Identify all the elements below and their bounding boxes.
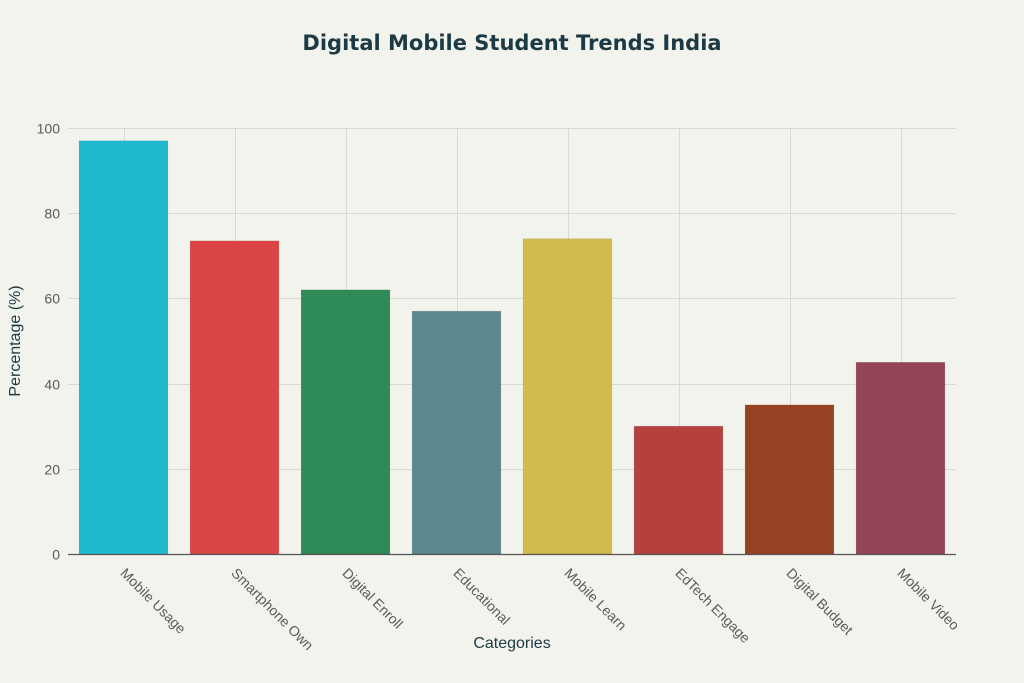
- x-tick-label: Educational: [450, 565, 513, 628]
- y-tick-label: 60: [44, 291, 60, 307]
- y-tick-label: 80: [44, 206, 60, 222]
- x-tick-label: EdTech Engage: [672, 565, 753, 646]
- x-tick-label: Mobile Video: [894, 565, 963, 634]
- bar-digital-enroll: [300, 289, 391, 555]
- x-tick-label: Smartphone Own: [228, 565, 316, 653]
- x-tick-label: Digital Budget: [783, 565, 856, 638]
- x-tick-label: Mobile Usage: [117, 565, 189, 637]
- bar-series: [78, 140, 946, 555]
- y-axis-title: Percentage (%): [7, 285, 24, 396]
- bar-mobile-usage: [78, 140, 169, 555]
- bar-smartphone-own: [189, 240, 280, 555]
- y-axis-ticks: 0 20 40 60 80 100: [37, 121, 61, 563]
- bar-mobile-learn: [522, 238, 613, 555]
- y-tick-label: 0: [52, 547, 60, 563]
- y-tick-label: 20: [44, 462, 60, 478]
- x-tick-label: Digital Enroll: [339, 565, 406, 632]
- x-axis-title: Categories: [473, 635, 550, 652]
- bar-digital-budget: [744, 404, 835, 555]
- y-tick-label: 100: [37, 121, 61, 137]
- bar-mobile-video: [855, 361, 946, 555]
- bar-educational: [411, 310, 502, 555]
- bar-edtech-engage: [633, 425, 724, 555]
- x-tick-label: Mobile Learn: [561, 565, 630, 634]
- chart-title: Digital Mobile Student Trends India: [302, 31, 721, 55]
- y-tick-label: 40: [44, 377, 60, 393]
